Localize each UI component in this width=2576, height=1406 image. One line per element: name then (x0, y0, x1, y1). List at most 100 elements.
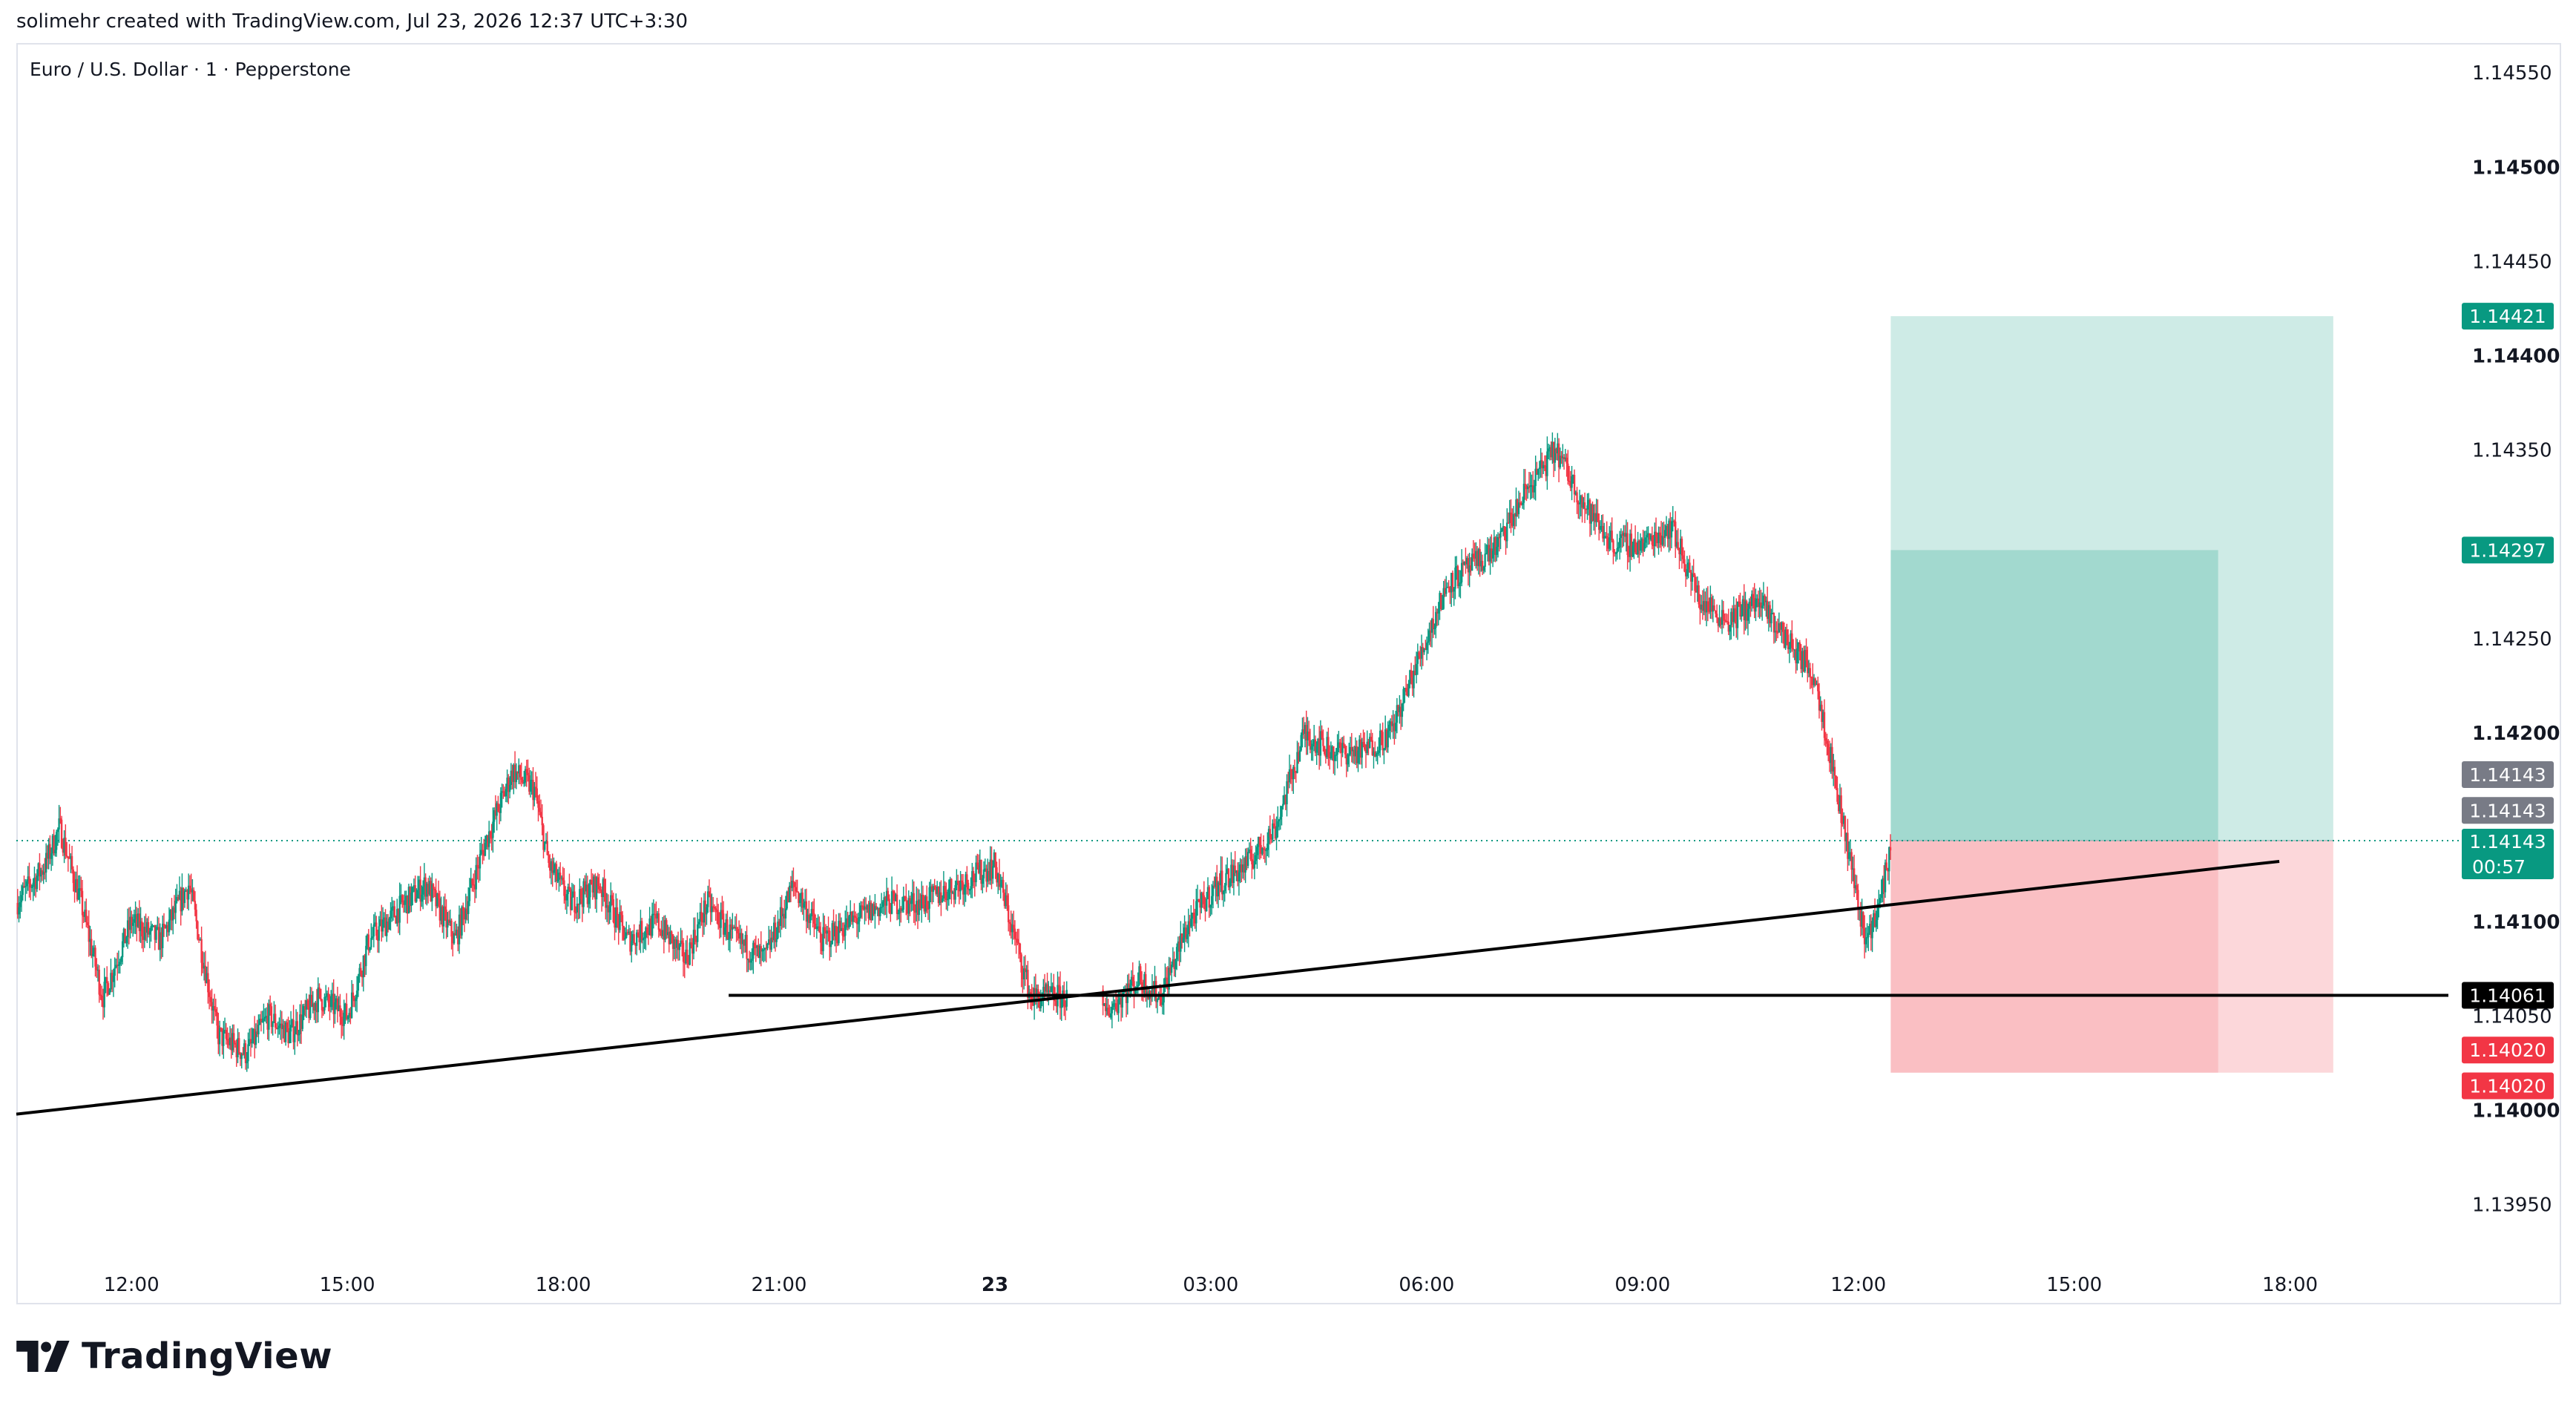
candle-body (1430, 619, 1433, 633)
candle-body (1493, 537, 1496, 551)
candle-body (470, 878, 472, 888)
candle-body (980, 860, 982, 884)
candle-body (572, 891, 574, 897)
candle-body (647, 933, 650, 936)
candle-body (1361, 742, 1363, 758)
tradingview-logo[interactable]: TradingView (16, 1336, 332, 1377)
candle-body (1505, 535, 1507, 542)
candle-body (238, 1038, 240, 1054)
candle-body (176, 896, 178, 901)
candle-body (1698, 585, 1700, 605)
candle-body (384, 917, 387, 936)
candle-body (737, 933, 740, 939)
candle-body (945, 891, 947, 900)
candle-body (1142, 987, 1144, 993)
candle-body (1774, 630, 1776, 633)
candle-body (1475, 551, 1477, 559)
candle-body (393, 906, 395, 918)
candle-body (550, 861, 553, 871)
candle-body (251, 1042, 253, 1044)
candle-body (217, 1025, 220, 1045)
candle-body (597, 877, 599, 887)
candle-body (1223, 885, 1226, 892)
candle-body (1613, 552, 1616, 553)
candle-body (256, 1031, 258, 1034)
candle-body (1344, 746, 1347, 755)
candle-body (249, 1039, 251, 1045)
candle-body (1550, 447, 1552, 458)
candle-body (1025, 970, 1028, 973)
candle-body (1577, 502, 1580, 505)
candle-body (1112, 1003, 1114, 1008)
candle-body (1458, 583, 1460, 587)
candle-body (703, 900, 706, 923)
candle-body (1762, 595, 1765, 606)
price-label-bg (2462, 982, 2554, 1009)
candle-body (1779, 623, 1781, 630)
candle-body (1241, 864, 1244, 873)
candle-body (1005, 895, 1007, 907)
candle-body (916, 901, 919, 916)
candle-body (781, 907, 783, 916)
candle-body (1260, 844, 1262, 854)
candle-body (1588, 499, 1590, 506)
candle-body (397, 909, 400, 923)
candle-body (441, 906, 444, 927)
candle-body (137, 913, 139, 927)
candle-body (1174, 959, 1177, 970)
candle-body (203, 965, 206, 969)
candle-body (18, 907, 20, 915)
candle-body (761, 950, 763, 952)
candle-body (1705, 601, 1708, 613)
candle-body (1286, 781, 1288, 805)
candle-body (1689, 562, 1691, 573)
candle-body (1267, 829, 1270, 844)
candle-body (1243, 864, 1246, 873)
candle-body (136, 914, 138, 927)
candle-body (1444, 588, 1446, 594)
candle-body (1649, 535, 1652, 540)
candle-body (930, 886, 933, 892)
candle-body (1227, 868, 1230, 888)
candle-body (852, 915, 854, 922)
candle-body (355, 991, 358, 999)
candle-body (687, 962, 690, 965)
candle-body (1692, 573, 1695, 575)
candle-body (1741, 615, 1743, 617)
candle-body (459, 914, 461, 936)
candle-body (1399, 706, 1401, 712)
candle-body (1470, 565, 1472, 571)
candle-body (674, 939, 677, 948)
candle-body (1656, 536, 1658, 544)
candle-body (449, 920, 452, 923)
candle-body (463, 910, 466, 920)
candle-body (586, 884, 589, 904)
candle-body (1621, 533, 1623, 536)
candle-body (1304, 725, 1307, 734)
candle-body (341, 1024, 344, 1026)
candle-body (1295, 772, 1297, 773)
candle-body (186, 890, 188, 900)
candle-body (1778, 623, 1781, 633)
candle-body (1266, 844, 1269, 850)
candle-body (1354, 746, 1357, 757)
candle-body (605, 905, 608, 908)
candle-body (1876, 904, 1879, 920)
candle-body (1348, 754, 1350, 756)
candle-body (110, 973, 112, 990)
candle-body (914, 910, 916, 913)
candle-body (421, 886, 424, 895)
candle-body (331, 993, 334, 996)
candle-body (1515, 499, 1517, 517)
candle-body (959, 880, 962, 892)
candle-body (157, 927, 160, 950)
candle-body (704, 900, 706, 915)
candle-body (1883, 878, 1885, 893)
candle-body (1634, 539, 1637, 553)
candle-body (988, 871, 990, 881)
candle-body (1151, 987, 1154, 994)
candle-body (996, 867, 998, 883)
candle-body (56, 829, 59, 832)
candle-body (839, 921, 841, 931)
